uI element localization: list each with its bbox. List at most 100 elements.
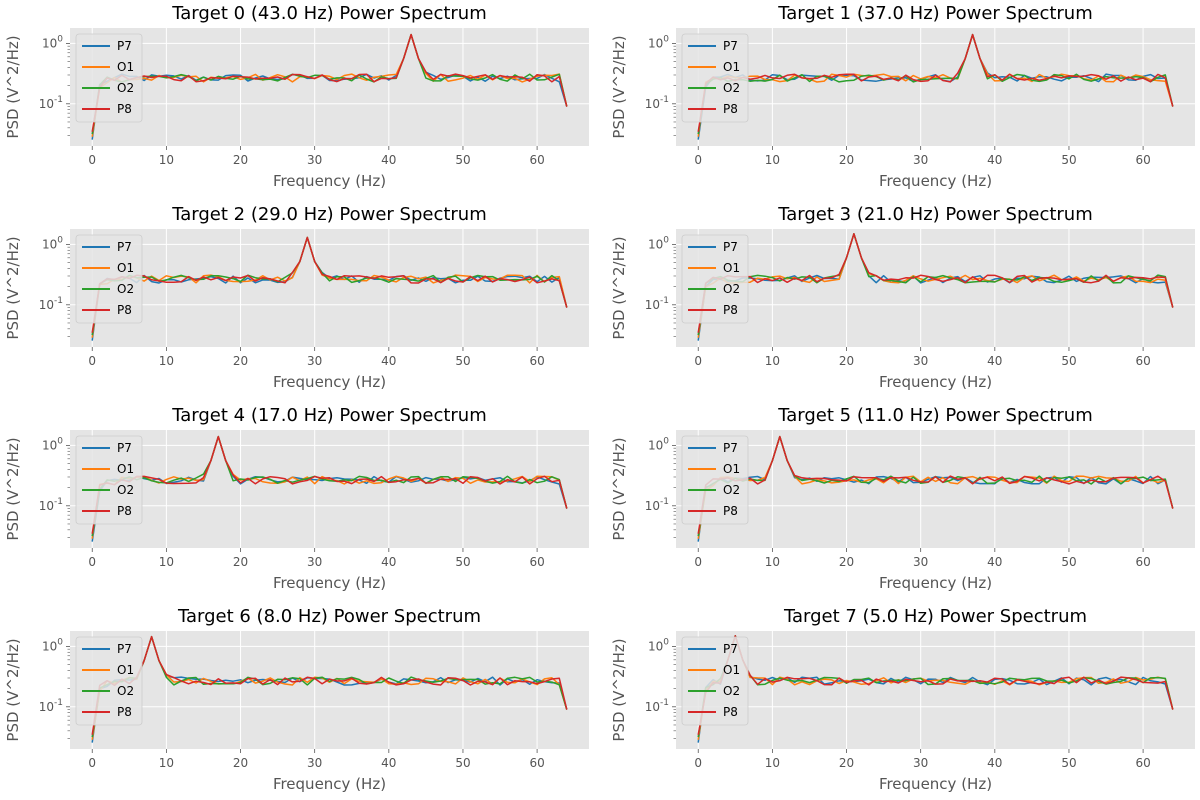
y-axis-label: PSD (V^2/Hz) bbox=[4, 638, 22, 741]
legend: P7 O1 O2 P8 bbox=[75, 33, 143, 123]
x-tick-label: 60 bbox=[1135, 153, 1150, 167]
y-tick-label: 100 bbox=[42, 235, 63, 251]
y-tick-label: 100 bbox=[648, 436, 669, 452]
subplot-6: Target 6 (8.0 Hz) Power Spectrum 0 10 20 30 4… bbox=[4, 606, 589, 793]
series-line-o2 bbox=[697, 233, 1174, 336]
legend-label-o2: O2 bbox=[117, 483, 134, 497]
legend-frame bbox=[75, 234, 143, 324]
y-tick-label: 100 bbox=[42, 637, 63, 653]
subplot-title: Target 3 (21.0 Hz) Power Spectrum bbox=[777, 204, 1093, 225]
x-tick-label: 50 bbox=[455, 756, 470, 770]
x-tick-label: 20 bbox=[839, 354, 854, 368]
x-tick-label: 50 bbox=[455, 153, 470, 167]
legend-label-p8: P8 bbox=[723, 705, 738, 719]
x-tick-label: 40 bbox=[381, 555, 396, 569]
y-tick-label: 100 bbox=[648, 34, 669, 50]
x-tick-label: 30 bbox=[307, 153, 322, 167]
legend-label-p8: P8 bbox=[117, 705, 132, 719]
x-tick-label: 10 bbox=[765, 756, 780, 770]
legend-label-o1: O1 bbox=[723, 60, 740, 74]
legend-label-o1: O1 bbox=[117, 60, 134, 74]
x-tick-label: 10 bbox=[159, 354, 174, 368]
x-tick-label: 30 bbox=[913, 354, 928, 368]
legend-label-p7: P7 bbox=[723, 642, 738, 656]
y-tick-label: 100 bbox=[42, 34, 63, 50]
x-tick-label: 60 bbox=[1135, 555, 1150, 569]
plot-area bbox=[676, 229, 1195, 347]
y-axis-label: PSD (V^2/Hz) bbox=[4, 35, 22, 138]
x-tick-label: 20 bbox=[839, 756, 854, 770]
x-tick-label: 10 bbox=[159, 153, 174, 167]
y-axis-label: PSD (V^2/Hz) bbox=[610, 236, 628, 339]
y-tick-label: 10-1 bbox=[645, 698, 669, 714]
legend-label-p7: P7 bbox=[117, 441, 132, 455]
y-axis-label: PSD (V^2/Hz) bbox=[610, 35, 628, 138]
series-line-p8 bbox=[91, 435, 568, 534]
x-tick-label: 40 bbox=[987, 756, 1002, 770]
series-line-o2 bbox=[91, 435, 568, 537]
y-axis-label: PSD (V^2/Hz) bbox=[4, 236, 22, 339]
x-tick-label: 10 bbox=[765, 555, 780, 569]
y-tick-label: 10-1 bbox=[39, 497, 63, 513]
x-tick-label: 60 bbox=[1135, 756, 1150, 770]
legend-label-o2: O2 bbox=[723, 483, 740, 497]
series-line-p8 bbox=[91, 236, 568, 333]
x-tick-label: 20 bbox=[233, 354, 248, 368]
legend-label-p7: P7 bbox=[723, 441, 738, 455]
series-line-p8 bbox=[91, 33, 568, 132]
legend-label-p8: P8 bbox=[723, 102, 738, 116]
plot-area bbox=[676, 430, 1195, 548]
series-line-o2 bbox=[91, 236, 568, 336]
legend: P7 O1 O2 P8 bbox=[681, 435, 749, 525]
subplot-0: Target 0 (43.0 Hz) Power Spectrum 0 10 20 30… bbox=[4, 3, 589, 190]
legend: P7 O1 O2 P8 bbox=[681, 636, 749, 726]
legend-frame bbox=[75, 636, 143, 726]
x-tick-label: 30 bbox=[307, 756, 322, 770]
x-tick-label: 10 bbox=[159, 555, 174, 569]
subplot-title: Target 4 (17.0 Hz) Power Spectrum bbox=[171, 405, 487, 426]
x-tick-label: 40 bbox=[987, 555, 1002, 569]
y-tick-label: 100 bbox=[648, 235, 669, 251]
legend: P7 O1 O2 P8 bbox=[681, 33, 749, 123]
legend-label-o1: O1 bbox=[723, 663, 740, 677]
y-tick-label: 100 bbox=[648, 637, 669, 653]
x-tick-label: 40 bbox=[987, 153, 1002, 167]
y-tick-label: 10-1 bbox=[39, 698, 63, 714]
legend-label-p8: P8 bbox=[117, 504, 132, 518]
legend-label-o2: O2 bbox=[117, 282, 134, 296]
x-tick-label: 0 bbox=[88, 153, 96, 167]
legend-label-p7: P7 bbox=[723, 39, 738, 53]
x-axis-label: Frequency (Hz) bbox=[879, 373, 992, 391]
subplot-4: Target 4 (17.0 Hz) Power Spectrum 0 10 20 30… bbox=[4, 405, 589, 592]
series-line-p8 bbox=[697, 233, 1174, 333]
x-tick-label: 30 bbox=[307, 555, 322, 569]
legend-frame bbox=[75, 435, 143, 525]
x-tick-label: 30 bbox=[913, 756, 928, 770]
plot-area bbox=[70, 229, 589, 347]
subplot-1: Target 1 (37.0 Hz) Power Spectrum 0 10 20 30… bbox=[610, 3, 1195, 190]
plot-area bbox=[70, 28, 589, 146]
legend-label-p7: P7 bbox=[117, 240, 132, 254]
legend-label-o1: O1 bbox=[723, 261, 740, 275]
subplot-title: Target 7 (5.0 Hz) Power Spectrum bbox=[783, 606, 1087, 627]
subplot-7: Target 7 (5.0 Hz) Power Spectrum 0 10 20 30 4… bbox=[610, 606, 1195, 793]
x-tick-label: 30 bbox=[913, 153, 928, 167]
y-tick-label: 10-1 bbox=[645, 497, 669, 513]
legend-label-o1: O1 bbox=[117, 462, 134, 476]
legend-frame bbox=[681, 33, 749, 123]
subplot-title: Target 6 (8.0 Hz) Power Spectrum bbox=[177, 606, 481, 627]
x-axis-label: Frequency (Hz) bbox=[879, 574, 992, 592]
legend-frame bbox=[681, 636, 749, 726]
plot-area bbox=[676, 28, 1195, 146]
legend-label-o2: O2 bbox=[723, 684, 740, 698]
x-tick-label: 40 bbox=[381, 153, 396, 167]
legend-label-o2: O2 bbox=[117, 81, 134, 95]
legend-label-p8: P8 bbox=[117, 102, 132, 116]
legend: P7 O1 O2 P8 bbox=[75, 234, 143, 324]
x-tick-label: 50 bbox=[1061, 756, 1076, 770]
series-line-p8 bbox=[697, 435, 1174, 534]
legend: P7 O1 O2 P8 bbox=[75, 636, 143, 726]
legend-label-o2: O2 bbox=[117, 684, 134, 698]
legend-label-p7: P7 bbox=[723, 240, 738, 254]
